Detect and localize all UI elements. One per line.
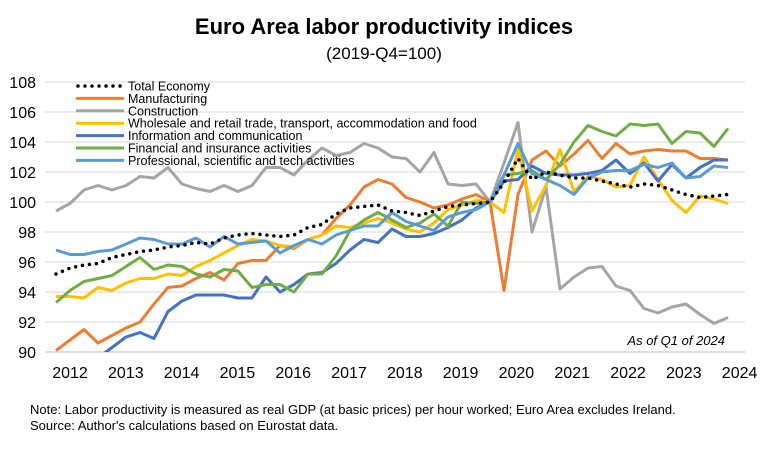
- y-tick-label: 106: [9, 105, 36, 122]
- series-line-5: [55, 122, 730, 304]
- chart-title: Euro Area labor productivity indices: [194, 14, 574, 39]
- y-tick-label: 92: [18, 315, 36, 332]
- legend-label: Construction: [128, 104, 198, 118]
- y-tick-label: 94: [18, 285, 36, 302]
- y-tick-label: 108: [9, 75, 36, 92]
- y-tick-label: 100: [9, 195, 36, 212]
- legend-label: Information and communication: [128, 129, 302, 143]
- legend-label: Wholesale and retail trade, transport, a…: [128, 117, 477, 131]
- x-tick-label: 2020: [499, 365, 535, 382]
- series-line-1: [55, 139, 729, 352]
- y-tick-label: 98: [18, 225, 36, 242]
- x-tick-label: 2021: [554, 365, 590, 382]
- series-lines: [54, 121, 730, 352]
- series-line-6: [55, 142, 729, 256]
- x-tick-label: 2024: [722, 365, 758, 382]
- x-tick-label: 2019: [443, 365, 479, 382]
- series-line-4: [103, 158, 728, 352]
- legend-label: Manufacturing: [128, 92, 207, 106]
- chart-subtitle: (2019-Q4=100): [326, 44, 442, 63]
- x-axis-ticks: 2012 2013 2014 2015 2016 2017 2018 2019 2020 2021…: [52, 365, 757, 382]
- x-tick-label: 2023: [666, 365, 702, 382]
- x-tick-label: 2016: [275, 365, 311, 382]
- y-tick-label: 104: [9, 135, 36, 152]
- legend-label: Professional, scientific and tech activi…: [128, 154, 355, 168]
- x-tick-label: 2014: [164, 365, 200, 382]
- y-tick-label: 90: [18, 345, 36, 362]
- x-tick-label: 2022: [610, 365, 646, 382]
- legend: Total EconomyManufacturingConstructionWh…: [76, 80, 477, 168]
- gridlines: [45, 81, 745, 353]
- y-axis-ticks: 90 92 94 96 98 100 102 104 106 108: [9, 75, 36, 362]
- y-tick-label: 102: [9, 165, 36, 182]
- x-tick-label: 2012: [52, 365, 88, 382]
- y-tick-label: 96: [18, 255, 36, 272]
- note-text: Note: Labor productivity is measured as …: [30, 402, 676, 417]
- x-tick-label: 2017: [331, 365, 367, 382]
- series-line-2: [55, 121, 729, 325]
- x-tick-label: 2013: [108, 365, 144, 382]
- legend-label: Financial and insurance activities: [128, 142, 311, 156]
- source-text: Source: Author's calculations based on E…: [30, 418, 339, 433]
- series-line-3: [56, 148, 729, 300]
- annotation: As of Q1 of 2024: [626, 333, 725, 348]
- x-tick-label: 2015: [220, 365, 256, 382]
- x-tick-label: 2018: [387, 365, 423, 382]
- series-line-0: [54, 156, 730, 276]
- legend-label: Total Economy: [128, 80, 211, 94]
